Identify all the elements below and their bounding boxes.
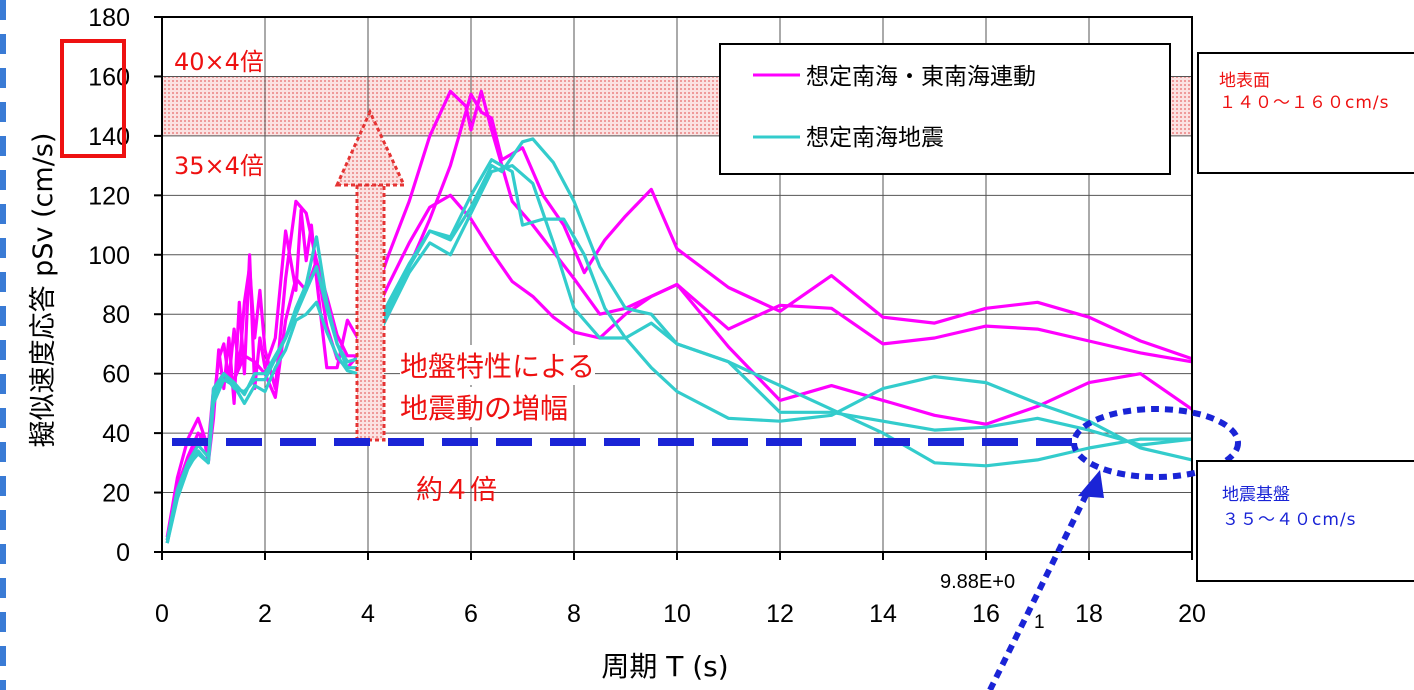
series-line-6 <box>165 137 1193 541</box>
x-tick-label: 12 <box>766 600 794 628</box>
y-axis-title: 擬似速度応答 pSv (cm/s) <box>28 133 59 448</box>
x-tick-label: 0 <box>155 600 169 628</box>
stray-value-label: 9.88E+0 <box>940 571 1015 593</box>
legend-label-a: 想定南海・東南海連動 <box>806 64 1036 90</box>
approx-factor-label: 約４倍 <box>416 475 497 506</box>
series-line-3 <box>165 193 1193 541</box>
stray-digit-label: 1 <box>1034 612 1045 633</box>
bedrock-ellipse <box>1071 406 1241 480</box>
surface-callout-title: 地表面 <box>1219 71 1270 91</box>
x-tick-label: 10 <box>663 600 691 628</box>
bedrock-callout-range: ３５～４０cm/s <box>1222 510 1357 530</box>
x-tick-label: 2 <box>258 600 272 628</box>
bedrock-callout: 地震基盤 ３５～４０cm/s <box>1196 460 1414 582</box>
series-line-5 <box>165 164 1192 544</box>
x-tick-label: 8 <box>567 600 581 628</box>
y-tick-label: 80 <box>102 301 130 329</box>
x-axis-title: 周期 T (s) <box>601 650 728 683</box>
bedrock-callout-title: 地震基盤 <box>1222 485 1290 505</box>
x-tick-label: 4 <box>361 600 375 628</box>
amplification-arrow <box>334 108 407 442</box>
y-tick-label: 120 <box>88 182 130 210</box>
x-tick-label: 14 <box>869 600 897 628</box>
amplification-label-line2: 地震動の増幅 <box>400 387 569 427</box>
y-tick-label: 60 <box>102 361 130 389</box>
bedrock-pointer-arrowhead <box>1078 470 1104 498</box>
legend-label-b: 想定南海地震 <box>806 125 944 151</box>
band-lower-label: 35×4倍 <box>174 152 264 180</box>
y-tick-label: 180 <box>88 4 130 32</box>
y-tick-label: 0 <box>116 539 130 567</box>
y-tick-label: 40 <box>102 420 130 448</box>
y-range-highlight-box <box>60 39 126 158</box>
surface-callout-range: １４０～１６０cm/s <box>1219 93 1390 113</box>
y-tick-label: 20 <box>102 480 130 508</box>
series-line-4 <box>165 158 1193 544</box>
amplification-label-line1: 地盤特性による <box>400 345 596 385</box>
series-line-1 <box>165 89 1193 544</box>
bedrock-pointer-arrow <box>987 485 1093 690</box>
x-tick-label: 6 <box>464 600 478 628</box>
x-tick-label: 18 <box>1075 600 1103 628</box>
y-tick-label: 100 <box>88 242 130 270</box>
x-tick-label: 20 <box>1178 600 1206 628</box>
x-tick-label: 16 <box>972 600 1000 628</box>
band-upper-label: 40×4倍 <box>174 48 264 76</box>
surface-callout: 地表面 １４０～１６０cm/s <box>1197 52 1414 174</box>
legend: 想定南海・東南海連動 想定南海地震 <box>719 43 1171 175</box>
